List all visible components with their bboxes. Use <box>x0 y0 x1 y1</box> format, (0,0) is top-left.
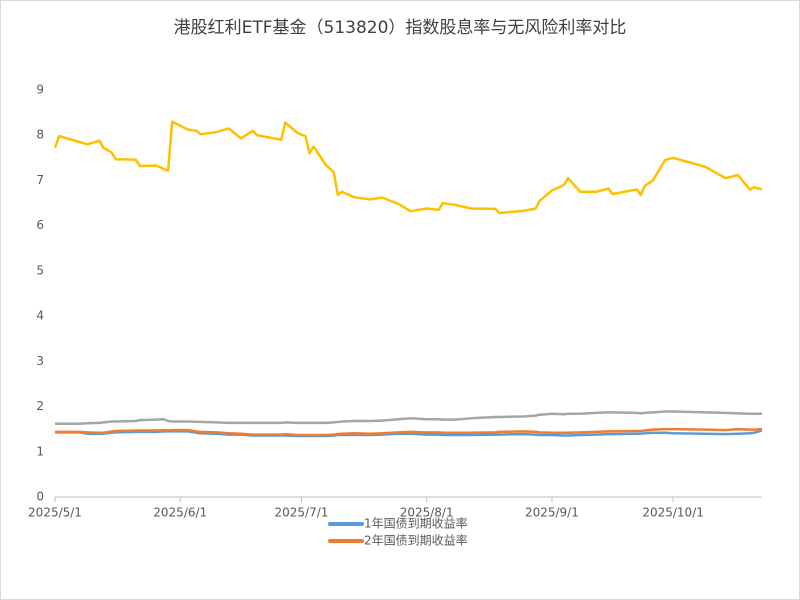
y-tick-label: 7 <box>36 173 44 187</box>
legend-label: 1年国债到期收益率 <box>364 516 468 531</box>
y-tick-label: 0 <box>36 490 44 504</box>
y-tick-label: 4 <box>36 309 44 323</box>
x-tick-label: 2025/6/1 <box>153 506 207 520</box>
y-tick-label: 6 <box>36 218 44 232</box>
x-tick-label: 2025/7/1 <box>274 506 328 520</box>
series-line <box>55 410 762 425</box>
x-tick-label: 2025/10/1 <box>642 506 704 520</box>
series-line <box>53 120 763 215</box>
x-tick-label: 2025/5/1 <box>28 506 82 520</box>
y-tick-label: 3 <box>36 354 44 368</box>
y-tick-label: 1 <box>36 444 44 458</box>
y-tick-label: 5 <box>36 263 44 277</box>
y-tick-label: 2 <box>36 399 44 413</box>
x-tick-label: 2025/9/1 <box>525 506 579 520</box>
x-tick-label: 2025/8/1 <box>400 506 454 520</box>
y-tick-label: 9 <box>36 83 44 97</box>
legend-label: 2年国债到期收益率 <box>364 533 468 548</box>
y-tick-label: 8 <box>36 128 44 142</box>
chart-title: 港股红利ETF基金（513820）指数股息率与无风险利率对比 <box>174 18 627 38</box>
series-line <box>55 429 763 438</box>
series-line <box>55 427 763 437</box>
